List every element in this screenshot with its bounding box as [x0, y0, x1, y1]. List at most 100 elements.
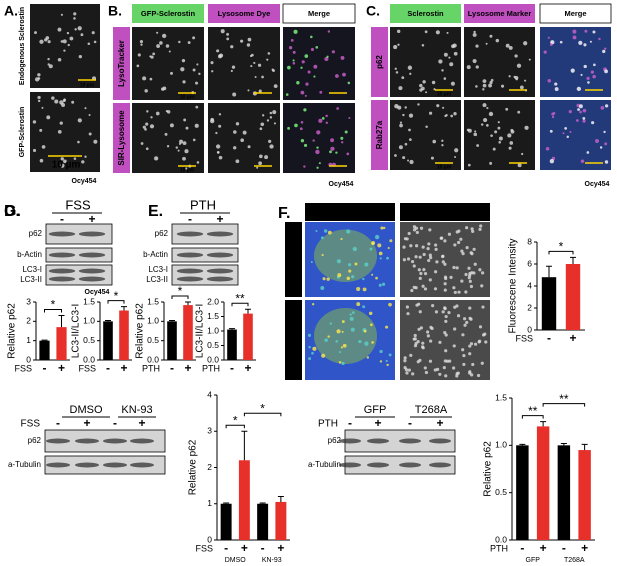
bar	[103, 321, 113, 360]
micrograph-speckle	[300, 90, 305, 95]
micrograph-speckle	[450, 81, 455, 86]
blot-band	[48, 252, 76, 258]
y-tick-label: 1.0	[495, 440, 507, 450]
micrograph-speckle	[88, 114, 91, 117]
micrograph-speckle	[341, 320, 345, 324]
micrograph-speckle	[146, 110, 149, 113]
micrograph-speckle	[51, 96, 55, 100]
micrograph-speckle	[523, 41, 528, 46]
micrograph-speckle	[344, 130, 348, 134]
micrograph-speckle	[554, 82, 558, 86]
scale-label: 10 µm	[80, 82, 95, 88]
micrograph-speckle	[312, 139, 315, 142]
y-tick-label: 2	[527, 302, 532, 312]
y-tick-label: 0.0	[147, 354, 159, 364]
blot-row-label: p62	[328, 436, 342, 445]
micrograph-speckle	[475, 65, 479, 69]
micrograph-speckle	[406, 312, 410, 316]
micrograph-speckle	[441, 144, 444, 147]
blot-band	[399, 462, 421, 468]
micrograph-speckle	[593, 63, 596, 67]
micrograph-speckle	[177, 149, 180, 152]
error-bar	[105, 320, 111, 322]
micrograph-speckle	[184, 149, 189, 154]
micrograph-speckle	[310, 35, 313, 39]
micrograph-speckle	[74, 28, 77, 31]
micrograph-speckle	[48, 64, 53, 69]
micrograph-speckle	[183, 118, 187, 122]
micrograph-speckle	[489, 161, 493, 165]
row-header-text: LysoTracker	[117, 40, 126, 87]
treatment-label: PTH	[190, 197, 216, 212]
micrograph-speckle	[233, 130, 237, 134]
micrograph-speckle	[41, 145, 46, 149]
bar	[257, 503, 269, 540]
micrograph-speckle	[195, 105, 199, 109]
micrograph-speckle	[592, 30, 596, 34]
column-header-text: Merge	[564, 9, 586, 18]
micrograph-speckle	[47, 57, 50, 61]
micrograph-speckle	[164, 132, 168, 136]
micrograph-speckle	[339, 351, 342, 354]
blot-row-label: p62	[29, 229, 43, 238]
micrograph-speckle	[389, 239, 393, 243]
micrograph-speckle	[403, 356, 407, 360]
micrograph-speckle	[453, 243, 457, 247]
lane-label: +	[83, 416, 90, 430]
micrograph-speckle	[472, 271, 476, 275]
micrograph	[208, 27, 280, 100]
y-tick-label: 6	[527, 258, 532, 268]
group-label: DMSO	[225, 557, 247, 564]
lane-label: +	[138, 416, 145, 430]
micrograph-speckle	[310, 47, 314, 51]
x-tick-label: +	[58, 361, 65, 375]
micrograph-speckle	[257, 63, 262, 67]
micrograph-speckle	[604, 69, 608, 74]
blot-band	[75, 438, 99, 444]
y-tick-label: 0.0	[495, 534, 507, 544]
micrograph-speckle	[356, 302, 361, 307]
column-header-text: Lysosome Marker	[468, 9, 532, 18]
micrograph-speckle	[453, 290, 457, 295]
micrograph-speckle	[492, 147, 496, 151]
micrograph-speckle	[338, 361, 342, 364]
micrograph-speckle	[220, 29, 225, 34]
micrograph-speckle	[149, 124, 155, 129]
micrograph-speckle	[303, 143, 308, 147]
micrograph-speckle	[508, 45, 513, 50]
micrograph-speckle	[62, 99, 66, 103]
micrograph-speckle	[589, 40, 592, 43]
column-header	[208, 4, 280, 23]
micrograph-speckle	[242, 130, 247, 135]
micrograph-speckle	[311, 303, 315, 306]
blot-row-label: a-Tubulin	[308, 460, 341, 469]
micrograph-speckle	[341, 330, 344, 333]
micrograph-speckle	[517, 163, 522, 168]
micrograph-speckle	[478, 268, 482, 272]
bar	[238, 460, 250, 540]
error-bar	[245, 308, 251, 314]
micrograph-speckle	[140, 142, 144, 145]
micrograph-speckle	[505, 43, 510, 48]
micrograph-speckle	[301, 60, 305, 64]
y-tick-label: 1	[26, 335, 31, 345]
micrograph-speckle	[447, 310, 451, 315]
row-label: GFP-Sclerostin	[19, 107, 26, 158]
micrograph-speckle	[464, 272, 468, 277]
significance-bracket	[548, 250, 574, 255]
column-header	[282, 3, 356, 24]
micrograph-speckle	[433, 368, 437, 372]
blot-band	[78, 276, 106, 282]
micrograph-signal	[314, 308, 377, 364]
micrograph-speckle	[444, 314, 448, 319]
micrograph-speckle	[307, 70, 311, 74]
micrograph-speckle	[435, 30, 440, 35]
micrograph-speckle	[288, 46, 293, 50]
micrograph-speckle	[443, 77, 447, 80]
micrograph-speckle	[304, 94, 307, 97]
micrograph-speckle	[386, 256, 389, 260]
error-bar	[560, 442, 567, 446]
y-tick-label: 8	[527, 236, 532, 246]
micrograph-speckle	[168, 50, 171, 53]
error-bar	[41, 339, 48, 341]
